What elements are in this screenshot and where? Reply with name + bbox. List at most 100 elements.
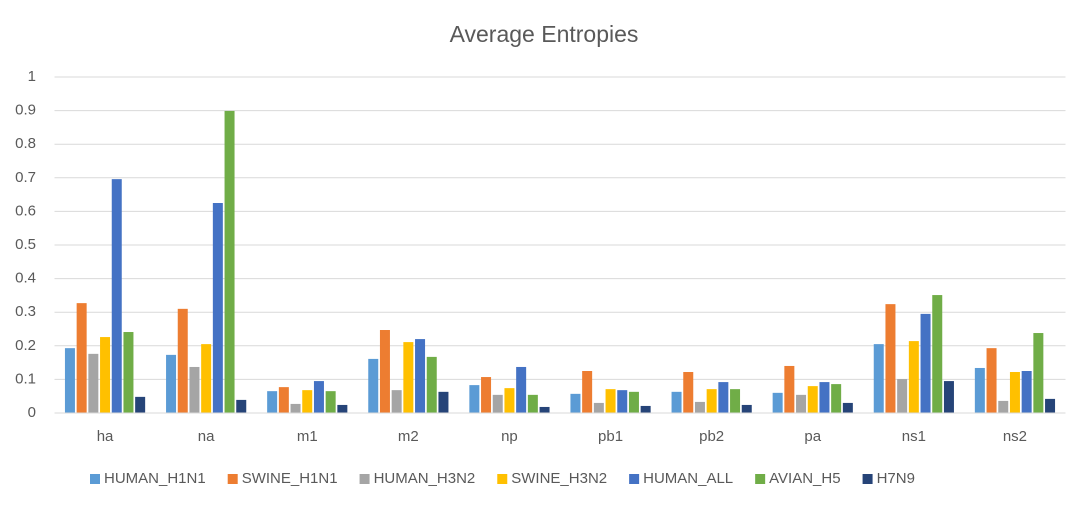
bar: [671, 391, 682, 413]
x-tick-label: pb2: [699, 428, 724, 445]
bar: [111, 179, 122, 413]
y-tick-label: 0.7: [15, 169, 36, 186]
bar: [640, 405, 651, 413]
y-tick-label: 0.3: [15, 303, 36, 320]
legend-swatch: [90, 474, 100, 484]
bar: [1045, 398, 1056, 413]
bar: [177, 308, 188, 413]
bar: [582, 371, 593, 413]
bar: [873, 344, 884, 413]
bar: [313, 381, 324, 413]
bar: [212, 203, 223, 413]
x-tick-label: ha: [97, 428, 114, 445]
bar: [516, 366, 527, 413]
y-tick-label: 1: [28, 68, 36, 85]
legend-swatch: [497, 474, 508, 484]
bar: [527, 394, 538, 413]
legend-swatch: [755, 474, 766, 484]
bar: [236, 399, 247, 413]
bar: [426, 356, 437, 413]
bar: [920, 313, 931, 413]
bar: [570, 393, 581, 413]
bar: [796, 394, 807, 413]
bar: [1021, 371, 1032, 413]
bar: [302, 390, 313, 413]
bar: [481, 377, 492, 413]
y-tick-label: 0.9: [15, 102, 36, 119]
legend-label: SWINE_H1N1: [242, 470, 338, 487]
bar: [201, 344, 212, 413]
x-tick-label: pa: [804, 428, 821, 445]
bar: [932, 295, 943, 413]
bar: [100, 337, 111, 413]
bar: [772, 392, 783, 413]
bar: [706, 389, 717, 413]
legend-label: SWINE_H3N2: [511, 470, 607, 487]
bar: [807, 386, 818, 413]
bar: [504, 388, 515, 413]
legend-swatch: [862, 474, 873, 484]
bar: [391, 390, 402, 413]
legend-label: HUMAN_ALL: [643, 470, 733, 487]
x-tick-label: pb1: [598, 428, 623, 445]
bar: [135, 396, 146, 413]
bar: [166, 354, 177, 413]
bar: [694, 401, 705, 413]
bar: [76, 303, 87, 413]
bar: [718, 382, 729, 413]
y-tick-label: 0: [28, 404, 36, 421]
y-tick-label: 0.2: [15, 337, 36, 354]
bar: [628, 391, 639, 413]
legend-label: H7N9: [877, 470, 915, 487]
y-tick-label: 0.1: [15, 370, 36, 387]
y-tick-label: 0.5: [15, 236, 36, 253]
bar: [593, 402, 604, 413]
bar: [492, 394, 503, 413]
x-tick-label: m1: [297, 428, 318, 445]
bar: [998, 400, 1009, 413]
bar: [842, 402, 853, 413]
bar: [403, 342, 414, 413]
bar: [278, 387, 289, 413]
x-tick-label: na: [198, 428, 215, 445]
bar: [267, 391, 278, 413]
bar: [189, 366, 200, 413]
bar: [617, 390, 628, 413]
legend-label: HUMAN_H1N1: [104, 470, 206, 487]
y-tick-label: 0.4: [15, 270, 36, 287]
bar: [974, 367, 985, 413]
bar: [683, 372, 694, 413]
bar: [438, 391, 449, 413]
bar: [123, 332, 134, 413]
x-tick-label: ns1: [902, 428, 926, 445]
x-tick-label: ns2: [1003, 428, 1027, 445]
bar: [290, 403, 301, 413]
bar: [885, 304, 896, 413]
bar: [986, 348, 997, 413]
bar: [1033, 333, 1044, 413]
bar: [415, 339, 426, 413]
bar: [337, 404, 348, 413]
bar: [819, 382, 830, 413]
bar: [224, 110, 235, 413]
x-tick-label: m2: [398, 428, 419, 445]
legend-swatch: [629, 474, 640, 484]
bar: [469, 385, 480, 413]
bar: [784, 365, 795, 413]
legend-label: AVIAN_H5: [769, 470, 840, 487]
bar: [88, 353, 99, 413]
bar: [605, 389, 616, 413]
bar: [908, 341, 919, 413]
bar: [943, 381, 954, 413]
bar: [539, 406, 550, 413]
y-tick-label: 0.8: [15, 135, 36, 152]
bar: [831, 384, 842, 413]
chart-title: Average Entropies: [450, 21, 639, 47]
bar: [64, 348, 75, 413]
x-tick-label: np: [501, 428, 518, 445]
y-tick-label: 0.6: [15, 202, 36, 219]
bar: [730, 389, 741, 413]
bar: [1009, 372, 1020, 413]
bar: [379, 330, 390, 413]
